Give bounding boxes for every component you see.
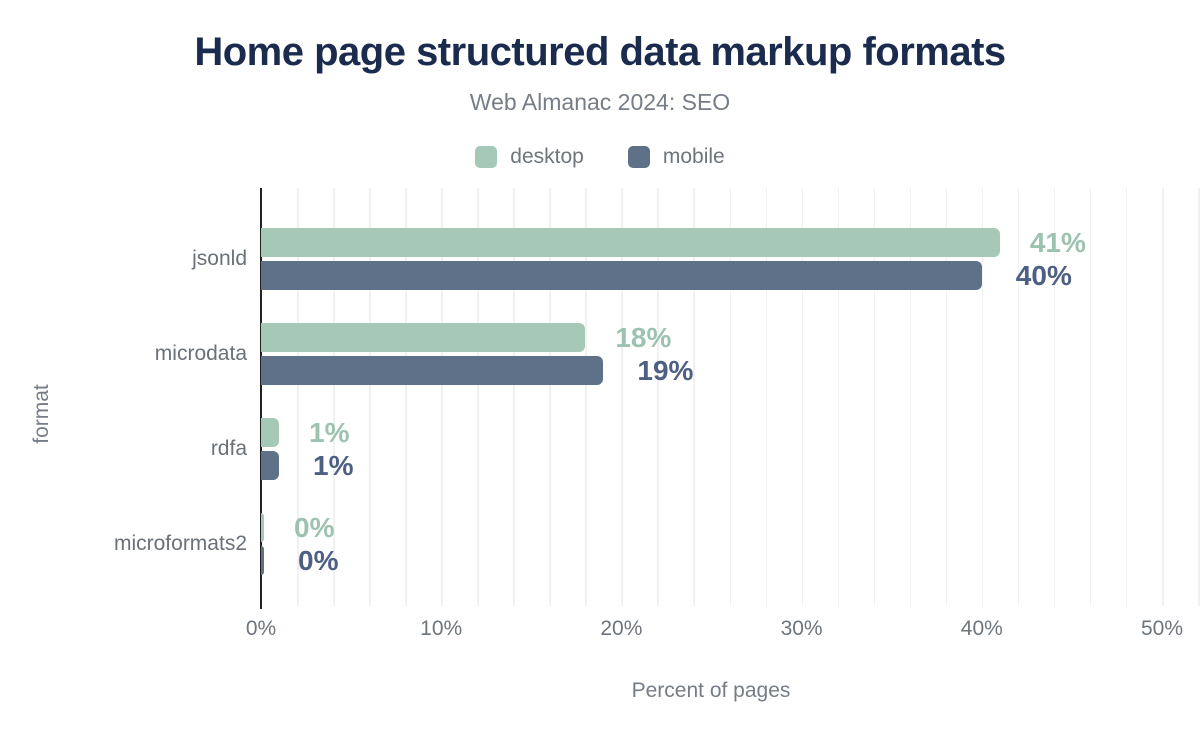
y-axis-title: format xyxy=(30,384,53,444)
gridline xyxy=(1017,188,1020,606)
gridline xyxy=(513,188,515,606)
value-label-desktop-jsonld: 41% xyxy=(1029,226,1086,258)
gridline xyxy=(333,188,335,606)
gridline xyxy=(981,188,984,606)
gridline xyxy=(297,188,299,606)
x-tick-label: 20% xyxy=(600,617,643,640)
value-label-mobile-jsonld: 40% xyxy=(1015,259,1072,291)
desktop-legend-label: desktop xyxy=(510,145,584,168)
value-label-mobile-microformats2: 0% xyxy=(298,544,339,576)
value-label-mobile-rdfa: 1% xyxy=(313,449,354,481)
gridline xyxy=(657,188,659,606)
mobile-legend-swatch xyxy=(627,146,650,168)
gridline xyxy=(801,188,804,606)
gridline xyxy=(909,188,912,606)
bar-mobile-microdata xyxy=(261,356,604,385)
value-label-mobile-microdata: 19% xyxy=(637,354,694,386)
gridline xyxy=(945,188,948,606)
x-tick-label: 40% xyxy=(960,617,1003,640)
y-axis-line xyxy=(260,188,262,609)
gridline xyxy=(1198,188,1200,606)
bar-mobile-rdfa xyxy=(261,451,280,480)
bar-desktop-microformats2 xyxy=(261,513,264,542)
bar-desktop-rdfa xyxy=(261,418,280,447)
legend-item-desktop: desktop xyxy=(475,145,584,169)
gridline xyxy=(873,188,876,606)
legend-item-mobile: mobile xyxy=(627,145,725,169)
desktop-legend-swatch xyxy=(475,146,498,168)
gridline xyxy=(1162,188,1164,606)
value-label-desktop-microdata: 18% xyxy=(615,321,672,353)
bar-desktop-microdata xyxy=(261,323,586,352)
bar-mobile-jsonld xyxy=(261,261,982,290)
bar-desktop-jsonld xyxy=(261,228,1000,257)
category-label: microdata xyxy=(154,342,247,365)
gridline xyxy=(729,188,732,606)
x-tick-label: 10% xyxy=(420,617,463,640)
mobile-legend-label: mobile xyxy=(662,145,725,168)
value-label-desktop-rdfa: 1% xyxy=(309,416,350,448)
chart-subtitle: Web Almanac 2024: SEO xyxy=(469,89,731,115)
category-label: microformats2 xyxy=(113,532,247,555)
gridline xyxy=(477,188,479,606)
gridline xyxy=(837,188,840,606)
gridline xyxy=(441,188,443,606)
gridline xyxy=(693,188,695,606)
x-tick-label: 50% xyxy=(1140,617,1184,640)
gridline xyxy=(369,188,371,606)
category-label: rdfa xyxy=(210,437,247,460)
category-label: jsonld xyxy=(192,247,247,270)
gridline xyxy=(405,188,407,606)
x-tick-label: 0% xyxy=(245,617,277,640)
gridline xyxy=(765,188,768,606)
gridline xyxy=(1053,188,1056,606)
chart-title: Home page structured data markup formats xyxy=(194,30,1006,74)
gridline xyxy=(1089,188,1092,606)
x-axis-title: Percent of pages xyxy=(631,679,791,702)
gridline xyxy=(549,188,551,606)
gridline xyxy=(1125,188,1128,606)
legend: desktop mobile xyxy=(0,142,1200,172)
x-tick-label: 30% xyxy=(780,617,823,640)
value-label-desktop-microformats2: 0% xyxy=(294,511,335,543)
chart-header: Home page structured data markup formats… xyxy=(0,0,1200,116)
bar-mobile-microformats2 xyxy=(261,546,264,575)
gridline xyxy=(621,188,623,606)
gridline xyxy=(585,188,587,606)
